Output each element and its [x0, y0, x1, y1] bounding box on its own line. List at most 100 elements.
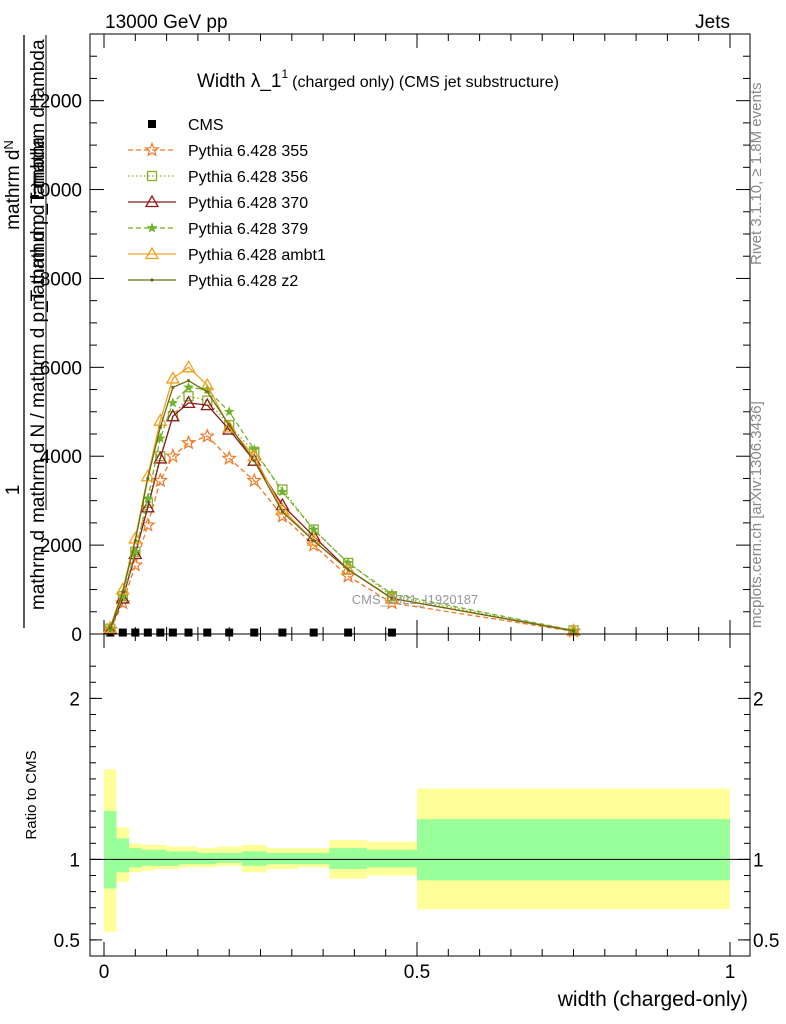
- series-pythia-6-428-z2-point: [121, 590, 125, 594]
- series-pythia-6-428-z2-point: [280, 510, 285, 514]
- ylabel-numerator: mathrm dN: [1, 140, 24, 230]
- main-panel: 0 2000 4000 6000 8000 10000 12000: [29, 34, 750, 646]
- plot-title-sub: (charged only) (CMS jet substructure): [292, 74, 559, 91]
- series-pythia-6-428-379-line: [109, 386, 574, 632]
- series-pythia-6-428-379-point: [308, 523, 320, 535]
- main-y-tick-label: 8000: [40, 269, 82, 290]
- ylabel-bottom: mathrm d: [28, 530, 49, 610]
- ratio-y-tick-label: 0.5: [54, 931, 80, 952]
- ratio-panel: 0.5 0.5 1 1 2 2 0 0.5 1: [54, 634, 779, 983]
- series-pythia-6-428-ambt1-point: [384, 591, 400, 604]
- series-pythia-6-428-ambt1-point: [103, 620, 118, 633]
- ylabel-top-fraction: mathrm d p_T mathrm d lambda: [28, 39, 49, 310]
- legend-marker: [146, 170, 158, 182]
- series-pythia-6-428-356-line: [109, 395, 574, 632]
- ratio-inner-band: [154, 849, 167, 866]
- ratio-y-tick-label: 1: [69, 850, 80, 871]
- series-pythia-6-428-379-point: [167, 397, 179, 408]
- ratio-inner-band: [266, 852, 299, 865]
- series-pythia-6-428-ambt1-point: [306, 533, 321, 546]
- ylabel-one: 1: [3, 485, 24, 496]
- series-pythia-6-428-355-point: [165, 448, 181, 463]
- category-label: Jets: [695, 12, 730, 33]
- legend-label: Pythia 6.428 ambt1: [188, 247, 326, 264]
- legend-label: CMS: [188, 117, 224, 134]
- series-pythia-6-428-356-point: [183, 391, 194, 402]
- series-pythia-6-428-355-point: [246, 472, 262, 488]
- series-pythia-6-428-z2-point: [133, 539, 137, 543]
- series-pythia-6-428-370-line: [109, 402, 574, 632]
- legend-marker: [144, 141, 160, 157]
- series-pythia-6-428-370-point: [140, 500, 155, 513]
- series-pythia-6-428-379-point: [277, 486, 288, 497]
- ratio-inner-band: [104, 811, 117, 889]
- series-pythia-6-428-z2-point: [108, 626, 112, 630]
- series-pythia-6-428-379-point: [183, 381, 194, 392]
- series-pythia-6-428-ambt1-point: [200, 377, 215, 391]
- rivet-label: Rivet 3.1.10, ≥ 1.8M events: [748, 83, 765, 266]
- legend-entry: CMS: [148, 117, 224, 134]
- mcplots-label: mcplots.cern.ch [arXiv:1306.3436]: [748, 401, 765, 628]
- ratio-inner-band: [179, 851, 198, 865]
- ylabel-denominator: mathrm d N / mathrm d p_T mathrm d lambd…: [28, 137, 49, 524]
- energy-label: 13000 GeV pp: [105, 12, 228, 33]
- legend-entry: Pythia 6.428 370: [128, 194, 308, 212]
- series-pythia-6-428-z2-line: [109, 379, 574, 632]
- main-ylabel: 1 mathrm d N / mathrm d p_T mathrm d lam…: [1, 35, 49, 628]
- series-pythia-6-428-z2-point: [346, 567, 350, 572]
- series-pythia-6-428-370-point: [181, 395, 196, 409]
- cms-data-point: [203, 628, 212, 637]
- series-pythia-6-428-370-point: [247, 453, 262, 466]
- ratio-inner-band: [417, 819, 730, 881]
- legend-marker: [150, 278, 154, 282]
- cms-data-point: [387, 628, 396, 637]
- ratio-inner-band: [129, 848, 142, 868]
- series-pythia-6-428-ambt1-point: [222, 420, 237, 433]
- series-pythia-6-428-ambt1-point: [181, 360, 196, 373]
- series-pythia-6-428-ambt1-point: [341, 562, 356, 575]
- watermark-label: CMS_2021_I1920187: [352, 592, 479, 607]
- plot-title-main: Width λ_1: [197, 71, 281, 92]
- ratio-inner-band: [329, 848, 367, 870]
- ratio-y-tick-label-right: 2: [753, 689, 764, 710]
- main-y-tick-label: 4000: [40, 447, 82, 468]
- legend-marker: [148, 120, 156, 128]
- legend-label: Pythia 6.428 379: [188, 221, 308, 238]
- ratio-inner-band: [141, 849, 155, 866]
- series-pythia-6-428-ambt1-point: [165, 371, 180, 384]
- main-y-tick-label: 6000: [40, 358, 82, 379]
- main-y-tick-label: 2000: [40, 536, 82, 557]
- series-pythia-6-428-z2-point: [171, 385, 175, 389]
- legend-entry: Pythia 6.428 ambt1: [128, 246, 326, 264]
- x-tick-label: 1: [725, 962, 736, 983]
- x-tick-label: 0.5: [404, 962, 430, 983]
- ratio-y-tick-label-right: 1: [753, 850, 764, 871]
- cms-data-point: [184, 628, 193, 637]
- series-pythia-6-428-ambt1-point: [275, 502, 290, 515]
- cms-data-point: [156, 628, 165, 637]
- main-y-tick-label: 12000: [29, 92, 82, 113]
- legend-label: Pythia 6.428 356: [188, 169, 308, 186]
- series-pythia-6-428-z2-point: [186, 379, 191, 383]
- legend-entry: Pythia 6.428 356: [128, 169, 308, 186]
- series-pythia-6-428-z2-point: [146, 476, 150, 481]
- main-y-tick-label: 10000: [29, 181, 82, 202]
- plot-title: Width λ_11 (charged only) (CMS jet substr…: [197, 67, 559, 92]
- ratio-inner-band: [197, 852, 217, 865]
- legend-entry: Pythia 6.428 379: [128, 221, 308, 238]
- series-pythia-6-428-z2-point: [390, 596, 394, 601]
- ratio-inner-band: [216, 852, 242, 863]
- cms-data-point: [225, 628, 234, 637]
- cms-data-point: [278, 628, 287, 637]
- legend-marker: [144, 246, 160, 260]
- series-pythia-6-428-355-point: [180, 434, 197, 450]
- cms-data-point: [143, 628, 152, 637]
- ratio-y-tick-label-right: 0.5: [753, 931, 779, 952]
- ratio-ylabel: Ratio to CMS: [23, 750, 40, 839]
- cms-data-point: [309, 628, 318, 637]
- series-pythia-6-428-355-point: [199, 428, 216, 443]
- main-y-tick-label: 0: [71, 625, 82, 646]
- cms-data-point: [131, 628, 140, 637]
- legend: CMS Pythia 6.428 355 Pythia 6.428 356 Pythi…: [128, 117, 326, 290]
